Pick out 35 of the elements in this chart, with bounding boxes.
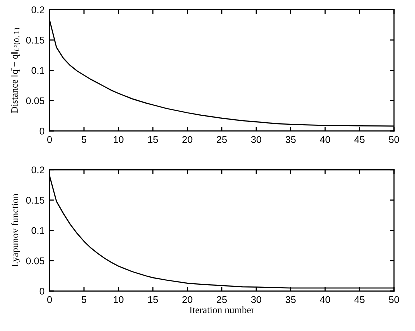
x-axis-title: Iteration number <box>190 306 254 314</box>
y-tick-label: 0.05 <box>26 258 45 265</box>
x-tick-label: 25 <box>217 296 228 304</box>
x-tick-label: 0 <box>47 136 52 144</box>
y-tick-label: 0.15 <box>26 197 45 204</box>
y-tick-label: 0.05 <box>26 98 45 104</box>
x-tick-label: 10 <box>114 296 124 304</box>
x-tick-label: 35 <box>286 296 296 304</box>
x-tick-label: 45 <box>354 136 365 144</box>
x-tick-label: 40 <box>320 296 330 304</box>
x-tick-label: 50 <box>389 136 400 144</box>
x-tick-label: 20 <box>182 136 193 144</box>
y-tick-label: 0.2 <box>32 166 44 174</box>
x-tick-label: 35 <box>286 136 296 144</box>
x-tick-label: 25 <box>217 136 228 144</box>
y-tick-label: 0.2 <box>32 6 44 14</box>
x-tick-label: 30 <box>251 296 262 304</box>
x-tick-label: 20 <box>182 296 193 304</box>
x-tick-label: 30 <box>251 136 262 144</box>
y-tick-label: 0 <box>40 288 45 295</box>
x-tick-label: 10 <box>114 136 124 144</box>
x-tick-label: 40 <box>320 136 330 144</box>
x-tick-label: 0 <box>47 296 52 304</box>
y-tick-label: 0 <box>40 128 45 135</box>
x-tick-label: 15 <box>148 136 158 144</box>
x-tick-label: 5 <box>82 136 87 144</box>
y-axis-title: Distance ‖q̂ − q‖$_{L²(0,1)}$ <box>11 28 20 114</box>
y-tick-label: 0.15 <box>26 36 45 44</box>
y-axis-title: Lyapunov function <box>12 194 20 268</box>
x-tick-label: 5 <box>82 296 87 304</box>
x-tick-label: 45 <box>354 296 365 304</box>
y-tick-label: 0.1 <box>32 67 44 74</box>
x-tick-label: 50 <box>389 296 400 304</box>
y-tick-label: 0.1 <box>32 227 44 234</box>
x-tick-label: 15 <box>148 296 158 304</box>
